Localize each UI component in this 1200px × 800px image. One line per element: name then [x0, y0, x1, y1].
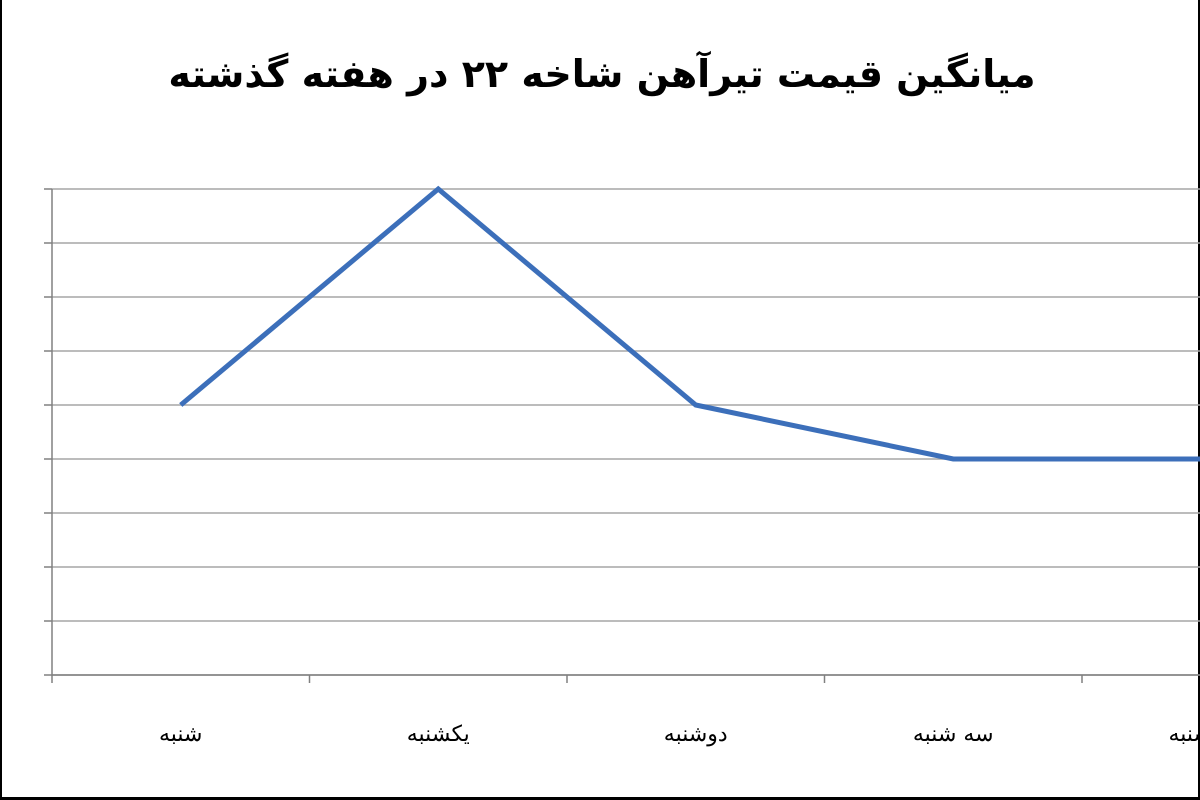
x-tick-label: یکشنبه	[407, 722, 470, 747]
chart-title: میانگین قیمت تیرآهن شاخه ۲۲ در هفته گذشت…	[168, 52, 1036, 96]
series-line	[179, 185, 1200, 462]
x-tick-label: شنبه	[159, 722, 203, 747]
x-tick-label: سه شنبه	[913, 722, 994, 747]
x-tick-label: چهارشنبه	[1168, 722, 1200, 747]
x-tick-label: دوشنبه	[664, 722, 728, 747]
